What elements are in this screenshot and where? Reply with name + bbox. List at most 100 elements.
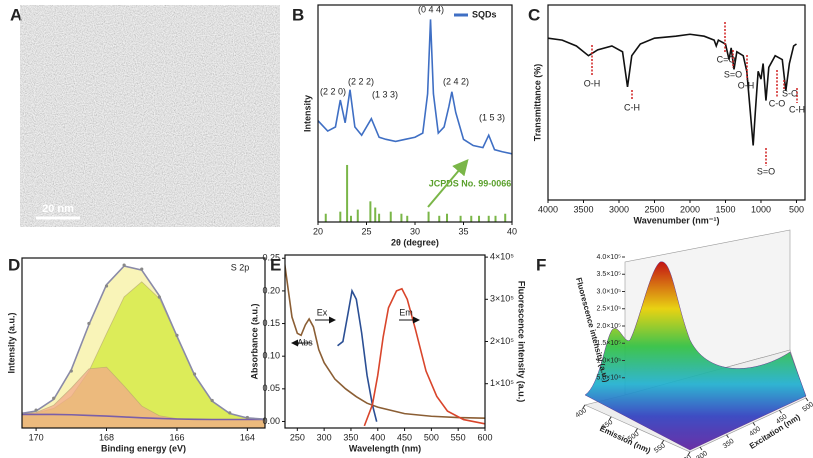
z-tick-label: 1.0×10⁵ [596,357,621,364]
z-tick-label: 5.0×10⁴ [596,375,621,382]
panel-label: D [8,255,20,274]
x-tick-label: 300 [317,432,332,442]
y-tick [805,397,809,402]
data-point [0,412,2,415]
x-tick-label: 600 [477,432,492,442]
y-tick-label: 0.25 [262,253,280,263]
y-axis-label: Transmittance (%) [532,64,542,142]
annotation: S=O [724,69,742,79]
annotation: (2 4 2) [443,76,469,86]
series-line [363,287,485,427]
x-tick-label: 164 [240,432,255,442]
y-tick [726,434,729,439]
y-tick [699,446,703,451]
x-tick-label: 2000 [680,204,700,214]
data-point [87,321,91,326]
x-tick-label: 35 [458,226,468,236]
x-tick-label: 550 [653,442,667,454]
y2-axis-label: Fluorescence intensity (a.u.) [517,281,527,403]
x-tick [608,416,612,421]
x-tick-label: 2500 [644,204,664,214]
y-axis-label: Absorbance (a.u.) [249,303,259,379]
annotation: JCPDS No. 99-0066 [429,178,512,188]
data-point [140,267,144,271]
x-axis-label: Binding energy (eV) [101,443,186,453]
x-tick-label: 400 [574,407,588,419]
x-tick-label: 3000 [609,204,629,214]
series-line [285,260,485,420]
annotation: S=O [757,166,775,176]
arrow [427,158,469,208]
x-tick [582,404,586,409]
annotation: (1 3 3) [372,89,398,99]
y2-tick-label: 3×10⁵ [490,294,514,304]
reference-line [427,211,430,222]
plot-frame [21,257,266,429]
series-line [548,33,797,146]
reference-line [369,201,372,222]
data-point [245,415,249,420]
y-axis-label: Intensity [302,95,312,132]
x-tick-label: 166 [169,432,184,442]
scale-bar-label: 20 nm [42,203,74,215]
reference-line [478,215,481,222]
z-tick-label: 3.5×10⁵ [596,271,621,278]
data-point [69,369,73,373]
annotation: C-H [624,102,640,112]
tem-image [20,5,280,227]
series-line [22,413,265,421]
reference-line [487,215,490,222]
surface [584,261,807,451]
x-tick [661,439,665,444]
x-tick-label: 4000 [538,204,558,214]
y-tick-label: 0.05 [262,383,280,393]
annotation: C-H [789,104,805,114]
y2-tick-label: 4×10⁵ [490,251,514,261]
reference-line [438,215,441,222]
annotation: (2 2 0) [320,86,346,96]
reference-line [504,213,507,222]
data-point [210,398,214,403]
annotation: (2 2 2) [348,76,374,86]
reference-line [446,213,449,222]
z-tick-label: 3.0×10⁵ [596,288,621,295]
plot-area [318,19,512,222]
annotation: S-O [782,88,798,98]
panel-label: B [292,5,304,24]
annotation: Ex [317,307,328,317]
annotation: C=O [717,54,736,64]
annotation: Abs [297,337,313,347]
z-tick-label: 4.0×10⁵ [596,254,621,261]
x-tick-label: 30 [410,226,420,236]
z-tick-label: 2.5×10⁵ [596,306,621,313]
reference-line [339,211,342,222]
x-tick [687,451,691,456]
data-point [34,408,38,412]
plot-frame [284,254,486,429]
y-axis-label: Intensity (a.u.) [6,312,16,373]
series-line [318,19,512,155]
data-point [228,411,232,415]
panel-label: A [10,5,22,24]
x-tick-label: 250 [290,432,305,442]
data-point [17,412,20,415]
reference-line [406,215,409,222]
area-fill [22,367,265,428]
y-tick-label: 300 [695,450,709,458]
x-tick-label: 1500 [715,204,735,214]
plot-frame [547,4,806,201]
y-tick-label: 0.00 [262,416,280,426]
x-tick-label: 450 [397,432,412,442]
reference-line [346,164,349,222]
panel-label: C [528,5,540,24]
reference-line [494,215,497,222]
annotation: (0 4 4) [418,4,444,14]
z-tick-label: 2.0×10⁵ [596,323,621,330]
plot-area [0,263,265,428]
x-axis-label: Wavenumber (nm⁻¹) [634,215,720,225]
annotation: O-H [738,80,755,90]
reference-line [378,213,381,222]
x-axis-label: Wavelength (nm) [349,443,421,453]
y2-tick-label: 1×10⁵ [490,378,514,388]
